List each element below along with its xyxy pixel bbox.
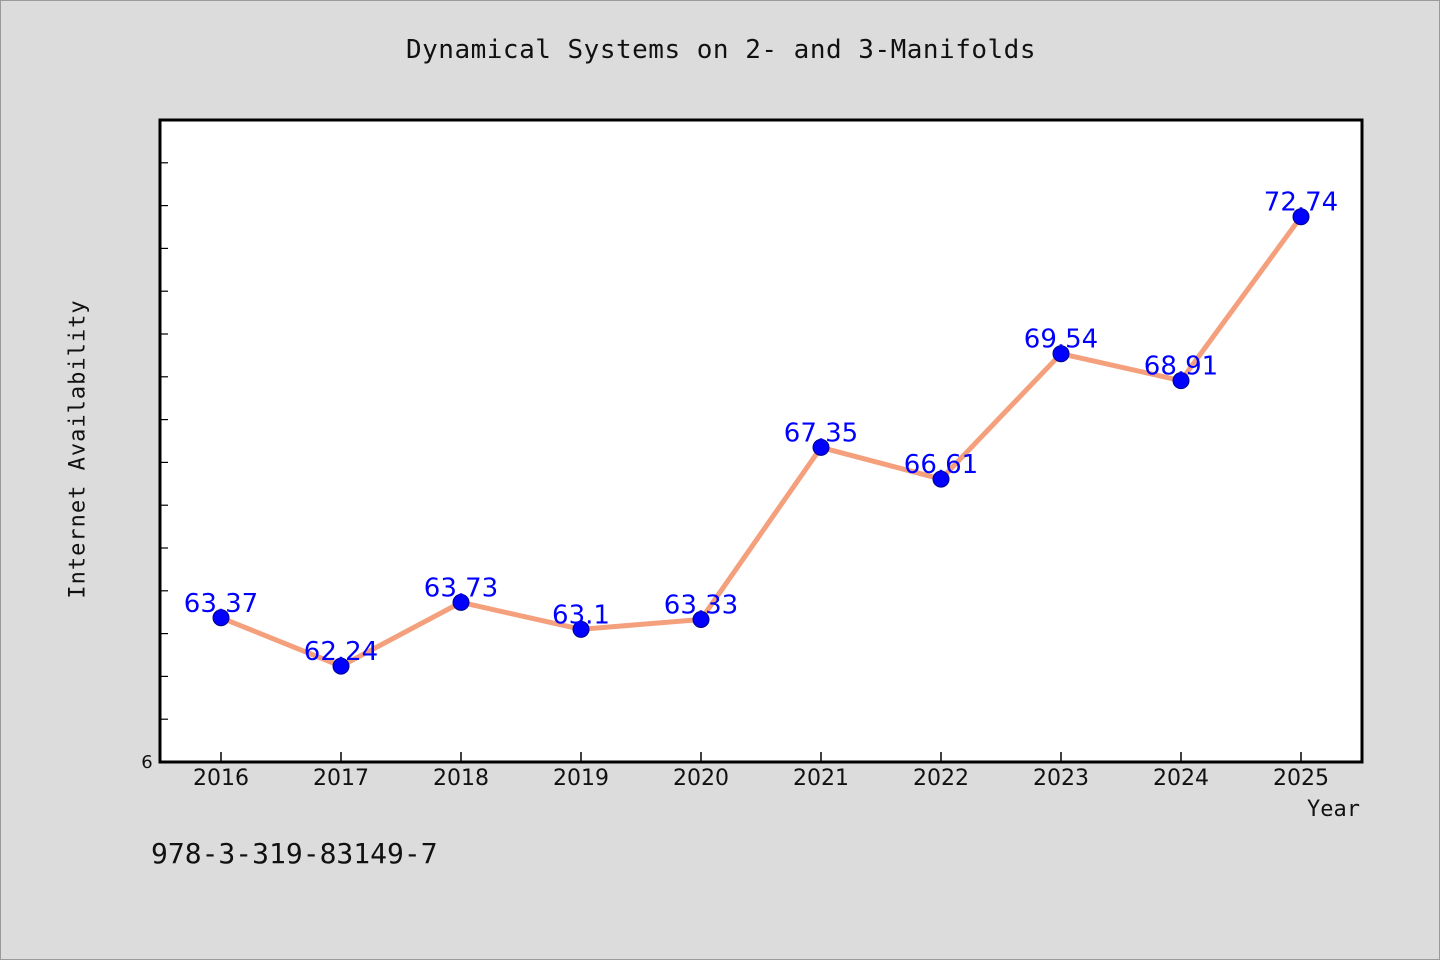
- data-label: 68.91: [1144, 352, 1218, 382]
- x-tick-label: 2021: [793, 766, 849, 791]
- x-tick-label: 2025: [1273, 766, 1329, 791]
- x-tick-label: 2019: [553, 766, 609, 791]
- x-axis-label: Year: [1307, 797, 1360, 822]
- y-tick-label: 6: [141, 752, 152, 773]
- data-label: 63.37: [184, 589, 258, 619]
- data-label: 63.33: [664, 590, 738, 620]
- data-point: [1172, 372, 1190, 390]
- data-label: 66.61: [904, 450, 978, 480]
- x-tick-label: 2024: [1153, 766, 1209, 791]
- data-label: 63.1: [552, 600, 610, 630]
- caption-text: 978-3-319-83149-7: [151, 837, 438, 870]
- data-point: [212, 609, 230, 627]
- data-label: 72.74: [1264, 188, 1338, 218]
- x-tick-label: 2022: [913, 766, 969, 791]
- data-label: 62.24: [304, 637, 378, 667]
- data-point: [932, 470, 950, 488]
- data-label: 67.35: [784, 418, 858, 448]
- data-point: [1292, 208, 1310, 226]
- chart-title: Dynamical Systems on 2- and 3-Manifolds: [406, 35, 1036, 65]
- data-point: [812, 438, 830, 456]
- data-label: 69.54: [1024, 325, 1098, 355]
- x-tick-label: 2020: [673, 766, 729, 791]
- x-tick-label: 2018: [433, 766, 489, 791]
- data-point: [572, 620, 590, 638]
- series-line: [218, 214, 1304, 669]
- data-point: [452, 593, 470, 611]
- x-tick-label: 2023: [1033, 766, 1089, 791]
- data-point: [692, 610, 710, 628]
- data-label: 63.73: [424, 573, 498, 603]
- data-point: [332, 657, 350, 675]
- x-tick-label: 2016: [193, 766, 249, 791]
- data-point: [1052, 345, 1070, 363]
- x-tick-label: 2017: [313, 766, 369, 791]
